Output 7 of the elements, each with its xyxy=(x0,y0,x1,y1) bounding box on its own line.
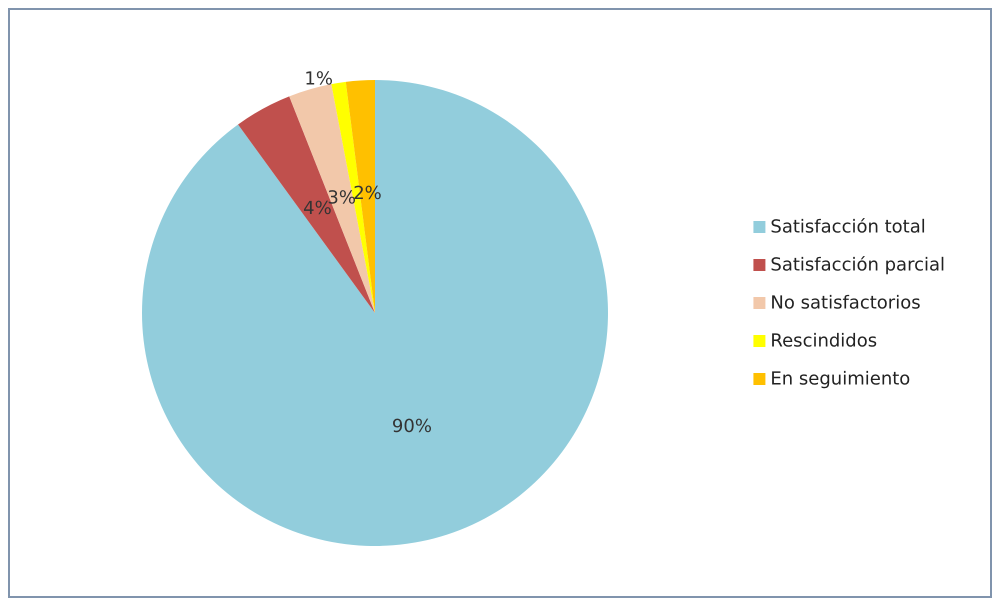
legend-label: Satisfacción total xyxy=(770,216,926,238)
legend-label: Rescindidos xyxy=(770,330,878,352)
data-label: 90% xyxy=(392,416,432,438)
legend-label: En seguimiento xyxy=(770,368,910,390)
legend-label: No satisfactorios xyxy=(770,292,921,314)
data-label: 1% xyxy=(304,68,333,90)
legend-label: Satisfacción parcial xyxy=(770,254,946,276)
